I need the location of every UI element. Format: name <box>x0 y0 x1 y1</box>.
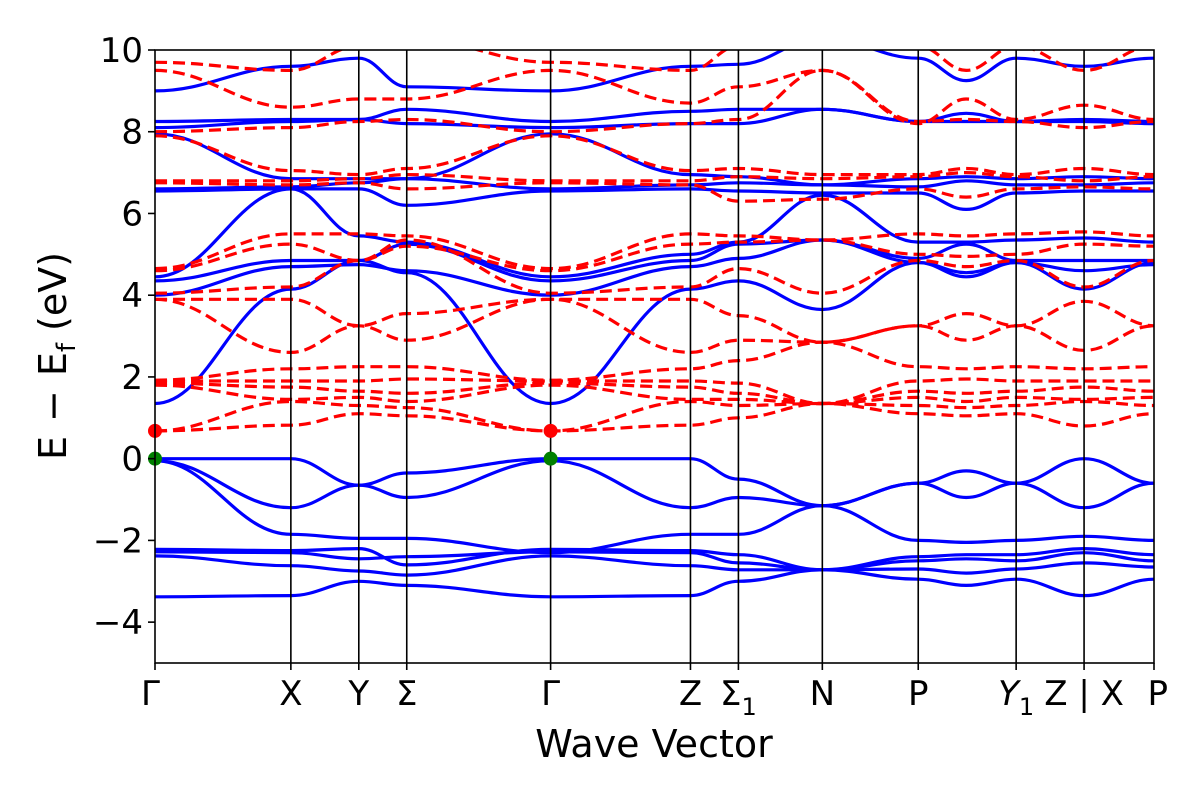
conduction-band-dashed-4 <box>155 377 1154 406</box>
conduction-band-dashed-1 <box>155 399 1154 433</box>
x-axis-ticks: Γ X Y Σ Γ Z Σ1 N P Y1 Z | X P <box>141 663 1168 721</box>
band-solid-10 <box>155 187 1154 279</box>
x-tick-label: P <box>1147 674 1168 714</box>
conduction-band-dashed-3 <box>155 381 1154 406</box>
y-tick-label: 10 <box>100 31 143 71</box>
conduction-band-dashed-2 <box>155 383 1154 406</box>
conduction-band-dashed-5 <box>155 340 1154 382</box>
conduction-band-dashed-9 <box>155 238 1154 273</box>
x-tick-label: Γ <box>141 674 160 714</box>
band-solid-3 <box>155 547 1154 572</box>
x-tick-label: Z <box>679 674 702 714</box>
x-tick-label: Y1 <box>998 674 1034 721</box>
y-axis-title: E−Ef(eV) <box>31 252 82 460</box>
band-edge-point <box>543 423 558 438</box>
band-solid-16 <box>155 50 1154 93</box>
y-tick-label: 8 <box>121 113 143 153</box>
band-solid-4 <box>155 459 1154 555</box>
x-tick-label: Z | X <box>1044 674 1124 714</box>
x-tick-label: P <box>908 674 929 714</box>
conduction-band-dashed-10 <box>155 230 1154 271</box>
y-tick-label: 0 <box>121 440 143 480</box>
x-tick-label: Γ <box>541 674 560 714</box>
band-solid-1 <box>155 554 1154 577</box>
y-tick-label: 6 <box>121 194 143 234</box>
y-tick-label: 2 <box>121 358 143 398</box>
band-solid-8 <box>155 238 1154 297</box>
band-solid-11 <box>155 187 1154 211</box>
conduction-band-dashed-13 <box>155 134 1154 177</box>
conduction-band-dashed-15 <box>155 68 1154 126</box>
band-solid-13 <box>155 132 1154 187</box>
bands-layer <box>155 50 1154 599</box>
x-tick-label: Y <box>347 674 369 714</box>
band-extrema-points <box>148 423 558 466</box>
conduction-band-dashed-12 <box>155 171 1154 183</box>
y-tick-label: −2 <box>93 521 143 561</box>
band-edge-point <box>543 451 558 466</box>
band-solid-0 <box>155 568 1154 599</box>
kpoint-lines <box>290 50 1085 663</box>
conduction-band-dashed-11 <box>155 181 1154 203</box>
x-tick-label: X <box>279 674 302 714</box>
x-tick-label: Σ <box>396 674 417 714</box>
y-tick-label: −4 <box>93 603 143 643</box>
x-tick-label: N <box>810 674 835 714</box>
x-axis-title: Wave Vector <box>535 722 773 766</box>
conduction-band-dashed-14 <box>155 68 1154 134</box>
conduction-band-dashed-0 <box>155 401 1154 433</box>
y-tick-label: 4 <box>121 276 143 316</box>
x-tick-label: Σ1 <box>720 674 757 721</box>
plot-frame <box>154 49 1155 664</box>
band-solid-2 <box>155 550 1154 572</box>
y-axis-ticks: −4 −2 0 2 4 6 8 10 <box>93 31 155 643</box>
